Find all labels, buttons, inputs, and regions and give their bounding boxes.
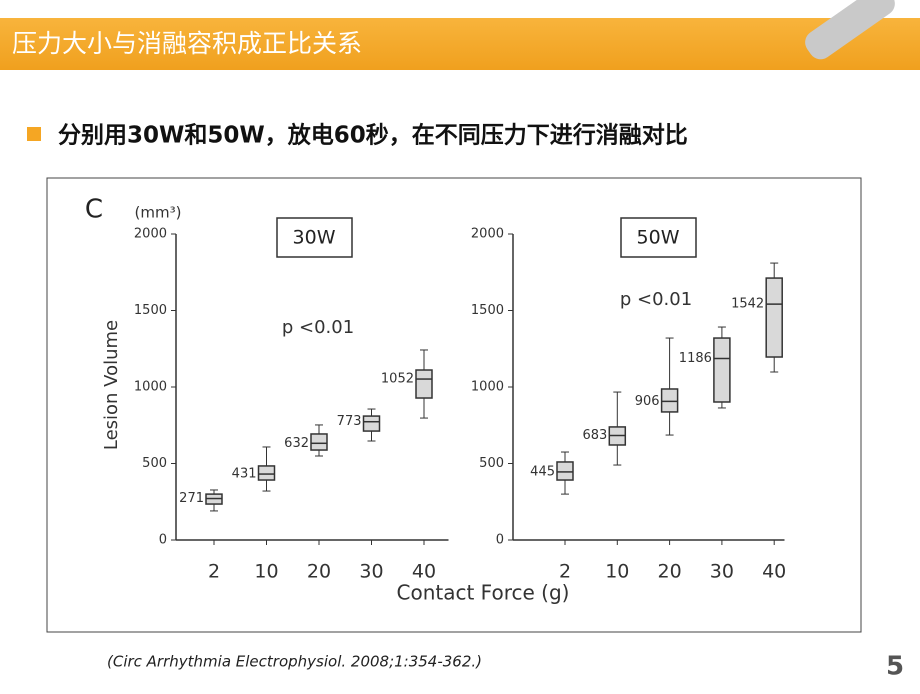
value-label: 445 (530, 464, 555, 479)
x-tick-label: 20 (307, 561, 331, 583)
bullet-text: 分别用30W和50W，放电60秒，在不同压力下进行消融对比 (58, 122, 688, 149)
box (765, 277, 783, 358)
unit-label: (mm³) (135, 204, 182, 222)
x-tick-label: 2 (559, 561, 571, 583)
x-tick-label: 40 (412, 561, 436, 583)
panel-title-box (620, 217, 697, 258)
box (556, 461, 574, 481)
box (660, 388, 679, 413)
y-tick-label: 0 (496, 533, 504, 548)
y-tick-label: 1500 (134, 303, 167, 318)
x-tick-label: 10 (605, 561, 629, 583)
value-label: 1542 (731, 297, 764, 312)
figure-frame (46, 177, 862, 633)
x-tick-label: 20 (658, 561, 682, 583)
slide-title: 压力大小与消融容积成正比关系 (12, 29, 362, 58)
panel-title: 50W (637, 227, 680, 249)
y-tick-label: 500 (479, 456, 504, 471)
value-label: 271 (179, 491, 204, 506)
y-tick-label: 1500 (471, 303, 504, 318)
value-label: 906 (635, 394, 660, 409)
value-label: 773 (337, 414, 362, 429)
y-tick-label: 1000 (134, 380, 167, 395)
y-tick-label: 2000 (471, 227, 504, 242)
x-tick-label: 10 (254, 561, 278, 583)
box (415, 369, 433, 399)
y-tick-label: 500 (142, 456, 167, 471)
box (310, 433, 328, 451)
x-tick-label: 2 (208, 561, 220, 583)
value-label: 632 (284, 436, 309, 451)
y-tick-label: 0 (159, 533, 167, 548)
x-tick-label: 30 (359, 561, 383, 583)
title-bar (0, 18, 920, 70)
value-label: 683 (582, 428, 607, 443)
y-tick-label: 2000 (134, 227, 167, 242)
value-label: 431 (232, 467, 257, 482)
box (713, 337, 731, 403)
x-tick-label: 30 (710, 561, 734, 583)
catheter-icon (805, 0, 895, 60)
citation: (Circ Arrhythmia Electrophysiol. 2008;1:… (107, 653, 482, 671)
panel-label: C (85, 195, 103, 225)
value-label: 1186 (679, 351, 712, 366)
x-axis-title: Contact Force (g) (397, 581, 570, 605)
panel-title-box (276, 217, 353, 258)
x-tick-label: 40 (762, 561, 786, 583)
panel-title: 30W (293, 227, 336, 249)
value-label: 1052 (381, 372, 414, 387)
y-tick-label: 1000 (471, 380, 504, 395)
box (362, 415, 381, 432)
bullet-marker (27, 127, 41, 141)
annotation: p <0.01 (282, 317, 354, 338)
box (257, 465, 276, 481)
annotation: p <0.01 (620, 289, 692, 310)
page-number: 5 (886, 652, 904, 682)
y-axis-title: Lesion Volume (101, 320, 122, 450)
